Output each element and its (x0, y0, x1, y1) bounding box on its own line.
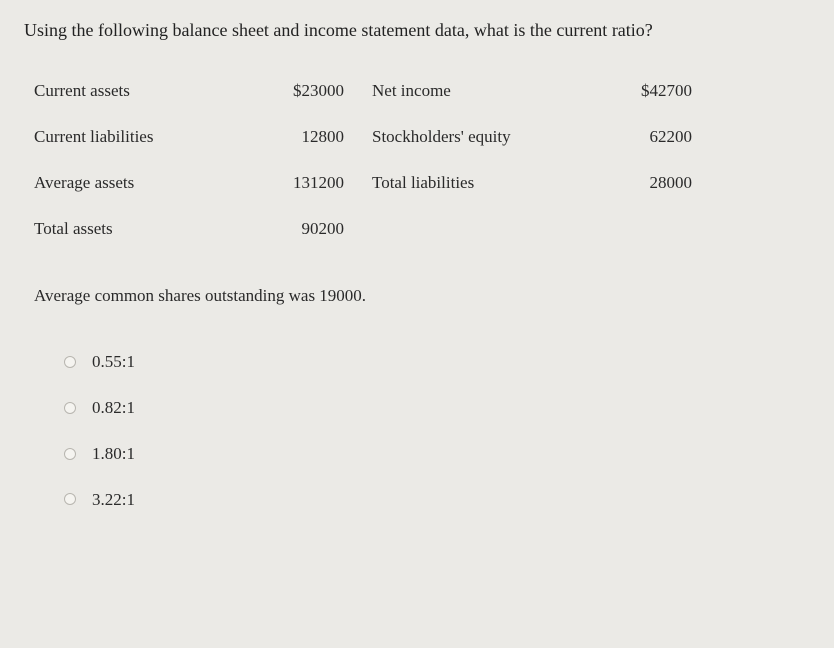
option-label: 0.55:1 (92, 350, 135, 374)
answer-options: 0.55:1 0.82:1 1.80:1 3.22:1 (64, 350, 810, 511)
cell-value: 62200 (596, 125, 696, 149)
radio-icon (64, 356, 76, 368)
cell-value: 90200 (248, 217, 348, 241)
cell-label: Net income (372, 79, 572, 103)
option-d[interactable]: 3.22:1 (64, 488, 810, 512)
cell-value: $42700 (596, 79, 696, 103)
radio-icon (64, 402, 76, 414)
cell-value: 131200 (248, 171, 348, 195)
cell-label: Total liabilities (372, 171, 572, 195)
cell-label: Total assets (34, 217, 224, 241)
cell-label: Average assets (34, 171, 224, 195)
option-c[interactable]: 1.80:1 (64, 442, 810, 466)
balance-sheet-table: Current assets $23000 Net income $42700 … (34, 79, 810, 240)
cell-value: 28000 (596, 171, 696, 195)
cell-value: $23000 (248, 79, 348, 103)
question-text: Using the following balance sheet and in… (24, 18, 810, 43)
option-label: 3.22:1 (92, 488, 135, 512)
option-a[interactable]: 0.55:1 (64, 350, 810, 374)
radio-icon (64, 448, 76, 460)
cell-value: 12800 (248, 125, 348, 149)
cell-label: Stockholders' equity (372, 125, 572, 149)
radio-icon (64, 493, 76, 505)
cell-label: Current liabilities (34, 125, 224, 149)
cell-label: Current assets (34, 79, 224, 103)
option-label: 1.80:1 (92, 442, 135, 466)
note-text: Average common shares outstanding was 19… (34, 284, 810, 308)
option-label: 0.82:1 (92, 396, 135, 420)
option-b[interactable]: 0.82:1 (64, 396, 810, 420)
